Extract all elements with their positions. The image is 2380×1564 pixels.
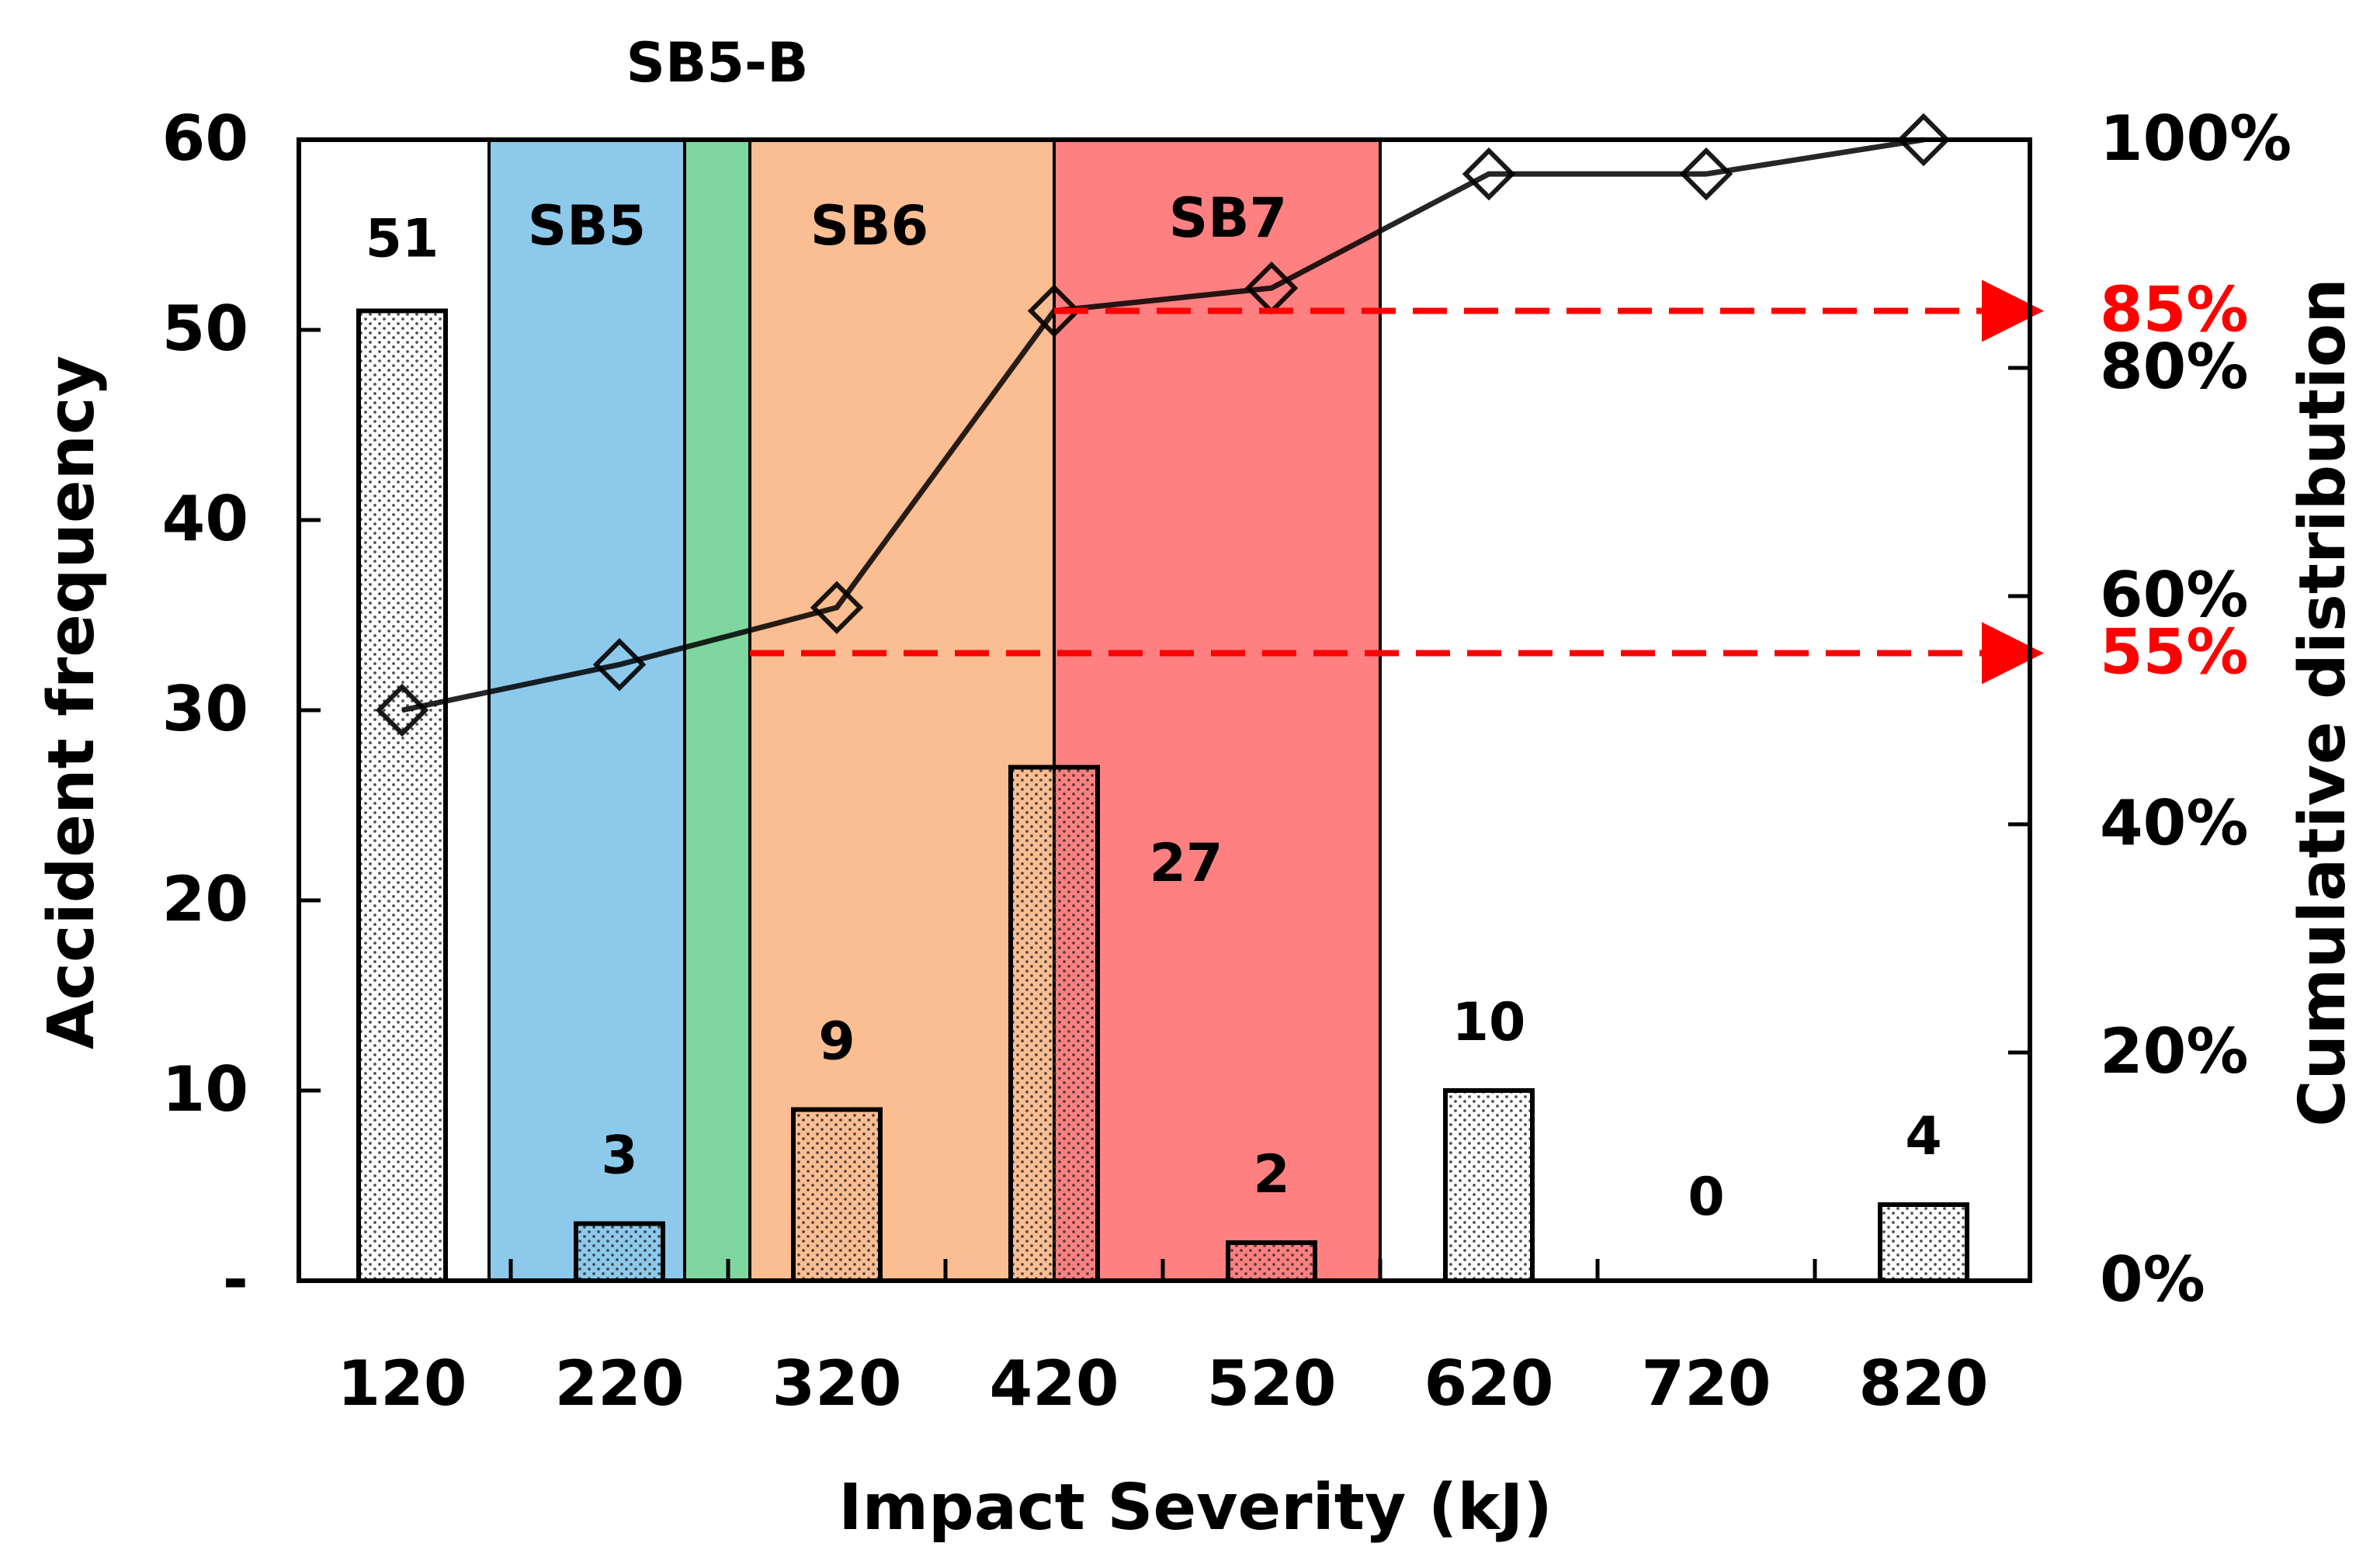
bar-value-label: 10: [1452, 992, 1526, 1053]
right-axis-tick-label: 40%: [2100, 787, 2248, 859]
cumulative-line-path: [401, 137, 1924, 713]
bar-520: [1226, 1240, 1317, 1283]
bar-value-label: 4: [1905, 1106, 1941, 1167]
zone-label-sb6: SB6: [810, 194, 928, 258]
zone-label-sb5-b: SB5-B: [626, 31, 809, 95]
axes: [297, 137, 2032, 1283]
x-axis-tick-label: 420: [990, 1347, 1119, 1420]
bar-820: [1878, 1202, 1969, 1283]
labels: 5139272100485%55%-1020304050600%20%40%60…: [35, 31, 2360, 1545]
cumulative-point-820: [1896, 113, 1951, 167]
bar-420: [1008, 765, 1100, 1283]
zone-sb7: [1054, 140, 1380, 1281]
left-axis-tick-label: 40: [162, 483, 248, 555]
right-axis-tick-label: 20%: [2100, 1015, 2248, 1087]
x-axis-tick-label: 220: [555, 1347, 685, 1420]
right-axis-tick-label: 100%: [2100, 102, 2292, 175]
cumulative-point-720: [1679, 147, 1733, 201]
left-axis-tick-label: 20: [162, 863, 248, 935]
bar-620: [1443, 1088, 1535, 1283]
cumulative-point-420: [1027, 284, 1081, 338]
left-axis-tick-label: 30: [162, 673, 248, 745]
right-axis-tick-label: 60%: [2100, 559, 2248, 631]
cumulative-point-220: [592, 637, 647, 692]
right-axis-tick-label: 80%: [2100, 331, 2248, 403]
x-axis-tick-label: 120: [338, 1347, 467, 1420]
bar-value-label: 27: [1150, 833, 1223, 894]
bar-value-label: 3: [601, 1125, 637, 1187]
y2-axis-title: Cumulative distribution: [2286, 278, 2360, 1126]
bars: [356, 308, 1969, 1283]
x-axis-tick-label: 520: [1207, 1347, 1337, 1420]
x-axis-tick-label: 820: [1859, 1347, 1989, 1420]
cumulative-point-320: [810, 581, 864, 634]
left-axis-tick-label: -: [223, 1243, 248, 1316]
reference-label: 85%: [2100, 274, 2248, 346]
bar-120: [356, 308, 448, 1283]
x-axis-tick-label: 720: [1642, 1347, 1771, 1420]
zone-label-sb5: SB5: [528, 194, 646, 258]
x-axis-title: Impact Severity (kJ): [838, 1471, 1553, 1545]
left-axis-tick-label: 60: [162, 102, 248, 175]
reference-label: 55%: [2100, 616, 2248, 688]
bar-value-label: 51: [366, 209, 439, 270]
left-axis-tick-label: 10: [162, 1053, 248, 1125]
bar-220: [574, 1221, 665, 1283]
zone-sb5-b: [685, 140, 750, 1281]
zone-sb5: [489, 140, 685, 1281]
x-axis-tick-label: 320: [772, 1347, 902, 1420]
y-axis-title: Accident frequency: [35, 355, 109, 1049]
bar-320: [791, 1107, 883, 1283]
x-axis-tick-label: 620: [1424, 1347, 1554, 1420]
zones: [487, 140, 1382, 1281]
right-axis-tick-label: 0%: [2100, 1243, 2205, 1316]
bar-value-label: 0: [1688, 1167, 1724, 1228]
cumulative-point-120: [375, 683, 429, 737]
bar-value-label: 2: [1253, 1144, 1289, 1205]
zone-label-sb7: SB7: [1169, 186, 1287, 250]
zone-sb6: [750, 140, 1054, 1281]
cumulative-point-620: [1462, 147, 1516, 201]
left-axis-tick-label: 50: [162, 293, 248, 365]
reference-lines: [750, 279, 2044, 685]
bar-value-label: 9: [818, 1011, 855, 1073]
